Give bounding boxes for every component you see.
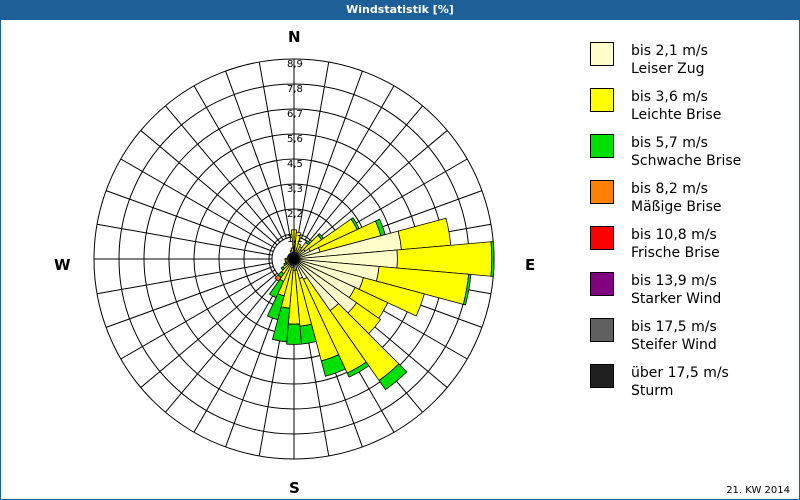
legend-swatch bbox=[590, 226, 614, 250]
wind-petal-segment bbox=[266, 293, 285, 321]
compass-east: E bbox=[525, 256, 536, 274]
svg-text:6,7: 6,7 bbox=[287, 109, 303, 120]
legend-label: Sturm bbox=[631, 383, 674, 399]
svg-text:8,9: 8,9 bbox=[287, 59, 303, 70]
legend-speed: bis 5,7 m/s bbox=[631, 135, 708, 151]
compass-south: S bbox=[289, 479, 300, 497]
legend-speed: bis 3,6 m/s bbox=[631, 89, 708, 105]
legend-speed: bis 13,9 m/s bbox=[631, 273, 717, 289]
chart-title: Windstatistik [%] bbox=[0, 0, 800, 20]
svg-text:5,6: 5,6 bbox=[287, 134, 303, 145]
wind-petal-segment bbox=[397, 217, 452, 251]
wind-petal-segment bbox=[280, 266, 286, 271]
legend-label: Mäßige Brise bbox=[631, 199, 722, 215]
svg-text:2,2: 2,2 bbox=[287, 209, 303, 220]
wind-petal-segment bbox=[378, 363, 408, 391]
wind-petal-segment bbox=[320, 354, 346, 377]
legend-label: Schwache Brise bbox=[631, 153, 742, 169]
wind-petal-segment bbox=[462, 273, 472, 306]
wind-petal-segment bbox=[294, 231, 302, 251]
compass-west: W bbox=[54, 256, 71, 274]
svg-text:7,8: 7,8 bbox=[287, 84, 303, 95]
compass-north: N bbox=[288, 28, 301, 46]
legend-speed: über 17,5 m/s bbox=[631, 365, 729, 381]
wind-petal-segment bbox=[490, 241, 495, 277]
week-label: 21. KW 2014 bbox=[726, 485, 790, 496]
wind-petal-segment bbox=[268, 278, 285, 299]
legend-swatch bbox=[590, 272, 614, 296]
legend-label: Frische Brise bbox=[631, 245, 720, 261]
wind-petal-segment bbox=[283, 262, 288, 267]
legend-swatch bbox=[590, 134, 614, 158]
svg-text:4,5: 4,5 bbox=[287, 159, 303, 170]
legend-speed: bis 8,2 m/s bbox=[631, 181, 708, 197]
svg-text:3,3: 3,3 bbox=[287, 184, 303, 195]
legend-swatch bbox=[590, 364, 614, 388]
legend-swatch bbox=[590, 318, 614, 342]
legend-speed: bis 10,8 m/s bbox=[631, 227, 717, 243]
wind-rose: 1,1 2,2 3,3 4,5 5,6 6,7 7,8 8,9 bbox=[93, 58, 495, 460]
legend-label: Leichte Brise bbox=[631, 107, 722, 123]
legend-swatch bbox=[590, 88, 614, 112]
legend-swatch bbox=[590, 180, 614, 204]
wind-petal-segment bbox=[295, 243, 302, 254]
legend-label: Leiser Zug bbox=[631, 61, 705, 77]
wind-petal-segment bbox=[346, 361, 370, 378]
legend-label: Starker Wind bbox=[631, 291, 722, 307]
wind-petal-segment bbox=[271, 306, 291, 343]
legend-speed: bis 17,5 m/s bbox=[631, 319, 717, 335]
legend-label: Steifer Wind bbox=[631, 337, 717, 353]
svg-text:1,1: 1,1 bbox=[287, 234, 303, 245]
wind-petal-segment bbox=[274, 274, 282, 282]
wind-petal-segment bbox=[290, 247, 294, 253]
legend-speed: bis 2,1 m/s bbox=[631, 43, 708, 59]
wind-petal-segment bbox=[358, 277, 425, 317]
wind-petal-segment bbox=[286, 323, 302, 345]
legend-swatch bbox=[590, 42, 614, 66]
